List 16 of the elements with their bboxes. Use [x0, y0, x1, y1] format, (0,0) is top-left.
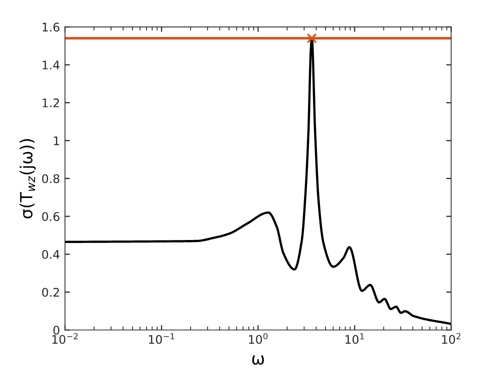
y-tick-label: 0 [53, 326, 60, 335]
x-tick-label: 10$^{1}$ [346, 333, 364, 344]
y-tick-label: 0.6 [42, 212, 60, 222]
y-tick-label: 1.4 [42, 60, 60, 70]
x-tick-label: 10$^{2}$ [442, 333, 460, 344]
y-tick-label: 1.6 [42, 22, 60, 32]
y-tick-label: 1 [54, 136, 60, 146]
y-axis-title: σ(T$_{wz}$(jω)) [20, 139, 36, 218]
x-axis-title: ω [252, 355, 264, 365]
y-tick-label: 1.2 [42, 98, 59, 108]
y-tick-label: 0.2 [42, 288, 59, 297]
x-tick-label: 10$^{−2}$ [52, 333, 78, 344]
y-tick-label: 0.8 [42, 174, 60, 184]
x-tick-label: 10$^{0}$ [248, 333, 268, 344]
y-tick-label: 0.4 [42, 250, 60, 259]
x-tick-label: 10$^{−1}$ [148, 333, 174, 344]
